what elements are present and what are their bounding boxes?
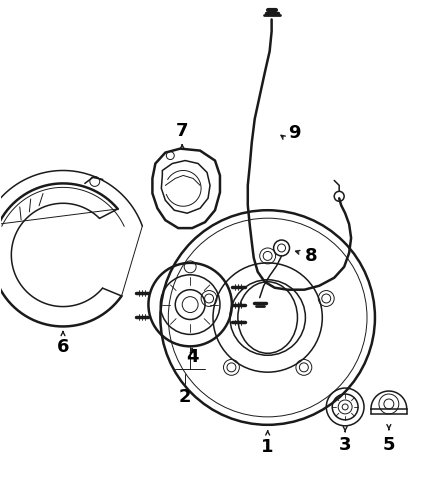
Text: 1: 1 (261, 438, 274, 456)
Text: 5: 5 (383, 436, 395, 454)
Text: 2: 2 (179, 388, 191, 406)
Text: 6: 6 (57, 338, 69, 356)
Text: 3: 3 (339, 436, 351, 454)
Text: 9: 9 (288, 124, 301, 142)
Text: 4: 4 (186, 348, 198, 366)
Text: 8: 8 (305, 247, 318, 265)
Text: 7: 7 (176, 122, 188, 140)
